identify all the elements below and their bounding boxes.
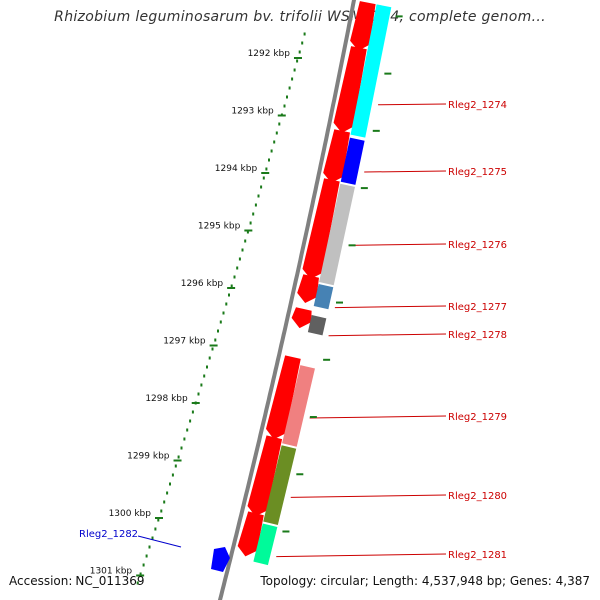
cds-arrow	[323, 129, 350, 183]
cds-arrow	[237, 511, 264, 557]
ruler-tick-label: 1298 kbp	[145, 394, 188, 404]
gene-label: Rleg2_1281	[448, 550, 507, 561]
gene-label: Rleg2_1274	[448, 100, 507, 111]
label-leader-left	[137, 535, 182, 548]
position-ruler: 1292 kbp 1293 kbp 1294 kbp 1295 kbp 1296 kbp…	[90, 32, 306, 585]
label-leader	[328, 333, 447, 337]
ruler-tick-label: 1295 kbp	[198, 222, 241, 232]
gene-label: Rleg2_1276	[448, 240, 507, 251]
accession: Accession: NC_011369	[9, 574, 145, 588]
label-leader	[364, 170, 447, 173]
map-title: Rhizobium leguminosarum bv. trifolii WSM…	[54, 9, 546, 25]
ruler-tick-label: 1293 kbp	[231, 107, 274, 117]
gene-label: Rleg2_1280	[448, 491, 507, 502]
label-leader	[378, 103, 447, 106]
gene-block	[263, 445, 297, 526]
gene-label-left: Rleg2_1282	[79, 529, 138, 540]
ruler-tick-label: 1300 kbp	[109, 509, 152, 519]
cds-arrow	[291, 307, 312, 329]
genome-summary: Topology: circular; Length: 4,537,948 bp…	[260, 574, 590, 588]
gene-block	[282, 365, 315, 447]
ruler-tick-label: 1301 kbp	[90, 567, 133, 577]
ruler-tick-label: 1294 kbp	[215, 164, 258, 174]
label-leader	[334, 305, 447, 309]
gene-block	[340, 137, 365, 185]
gene-labels: Rleg2_1274 Rleg2_1275 Rleg2_1276 Rleg2_1277…	[79, 15, 507, 572]
cds-arrow	[265, 355, 301, 440]
gene-rleg2-1282	[211, 547, 230, 572]
gene-label: Rleg2_1278	[448, 330, 507, 341]
gene-block	[319, 183, 355, 286]
accession-value: NC_011369	[75, 574, 145, 588]
gene-label: Rleg2_1279	[448, 412, 507, 423]
ruler-tick-label: 1292 kbp	[248, 49, 291, 59]
gene-block	[313, 283, 334, 310]
label-leader	[348, 243, 447, 246]
gene-label: Rleg2_1275	[448, 167, 507, 178]
gene-label: Rleg2_1277	[448, 302, 507, 313]
gene-block	[350, 4, 392, 138]
ruler-tick-label: 1299 kbp	[127, 452, 170, 462]
gene-block	[253, 523, 278, 566]
label-leader	[290, 494, 447, 498]
cds-arrow	[333, 46, 367, 133]
ruler-tick-label: 1296 kbp	[181, 279, 224, 289]
backbone-line	[217, 0, 357, 600]
ruler-tick-label: 1297 kbp	[163, 337, 206, 347]
cds-arrow	[350, 1, 376, 51]
label-leader	[276, 553, 447, 558]
gene-block	[307, 315, 327, 336]
accession-label: Accession:	[9, 574, 73, 588]
label-leader	[309, 415, 447, 419]
cds-arrow	[302, 178, 340, 280]
cds-arrow	[297, 274, 319, 304]
feature-track	[237, 1, 392, 566]
backbone	[217, 0, 357, 600]
cds-arrow	[247, 435, 283, 517]
